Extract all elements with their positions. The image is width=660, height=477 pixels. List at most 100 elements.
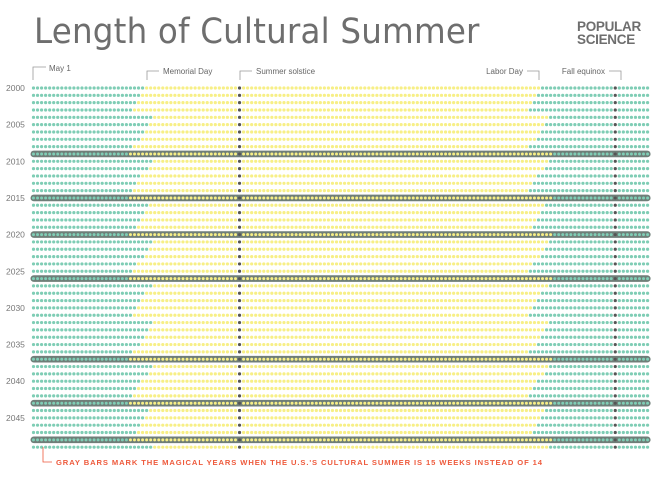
day-dot (565, 167, 569, 171)
day-dot (589, 115, 593, 119)
day-dot (44, 284, 48, 288)
day-dot (104, 101, 108, 105)
summer-day-dot (460, 262, 464, 266)
day-dot (601, 277, 605, 281)
summer-day-dot (132, 108, 137, 112)
summer-day-dot (395, 159, 399, 163)
summer-day-dot (338, 211, 343, 215)
summer-day-dot (201, 291, 205, 295)
summer-day-dot (221, 211, 225, 215)
day-dot (149, 320, 153, 325)
day-dot (76, 196, 80, 200)
day-dot (593, 130, 597, 134)
summer-day-dot (468, 306, 472, 310)
day-dot (544, 298, 549, 303)
summer-day-dot (508, 181, 512, 185)
summer-day-dot (310, 247, 314, 251)
day-dot (108, 269, 112, 273)
day-dot (108, 145, 112, 149)
day-dot (116, 108, 120, 112)
summer-day-dot (149, 86, 153, 90)
summer-day-dot (246, 298, 250, 303)
summer-day-dot (217, 167, 221, 171)
summer-day-dot (314, 211, 318, 215)
day-dot (44, 108, 48, 112)
summer-day-dot (415, 101, 419, 105)
summer-day-dot (209, 196, 213, 200)
day-dot (80, 218, 84, 222)
summer-day-dot (229, 320, 234, 325)
summer-day-dot (532, 240, 537, 244)
summer-day-dot (310, 101, 314, 105)
summer-day-dot (221, 203, 225, 207)
day-dot (589, 211, 593, 215)
day-dot (35, 101, 40, 105)
summer-day-dot (270, 291, 274, 295)
day-dot (108, 306, 112, 310)
day-dot (549, 189, 553, 193)
day-dot (39, 189, 44, 193)
day-dot (645, 130, 650, 134)
day-dot (585, 130, 589, 134)
day-dot (589, 291, 593, 295)
summer-day-dot (330, 254, 335, 259)
summer-day-dot (217, 284, 221, 288)
summer-day-dot (375, 167, 379, 171)
day-dot (601, 189, 605, 193)
summer-day-dot (149, 203, 153, 207)
summer-day-dot (452, 130, 456, 134)
summer-day-dot (165, 225, 169, 229)
summer-day-dot (326, 181, 331, 185)
summer-day-dot (237, 115, 242, 119)
day-dot (573, 145, 577, 149)
day-dot (124, 203, 129, 207)
day-dot (44, 277, 48, 281)
summer-day-dot (431, 159, 436, 163)
summer-day-dot (278, 159, 282, 163)
summer-day-dot (326, 108, 331, 112)
day-dot (638, 196, 641, 200)
day-dot (565, 86, 569, 90)
summer-day-dot (415, 203, 419, 207)
summer-day-dot (233, 225, 238, 229)
summer-day-dot (141, 152, 145, 156)
summer-day-dot (342, 159, 347, 163)
day-dot (605, 211, 609, 215)
summer-day-dot (492, 152, 496, 156)
day-dot (116, 284, 120, 288)
day-dot (100, 262, 104, 266)
summer-day-dot (375, 262, 379, 266)
summer-day-dot (403, 86, 407, 90)
day-dot (108, 203, 112, 207)
summer-day-dot (237, 298, 242, 303)
summer-day-dot (213, 115, 217, 119)
day-dot (84, 167, 88, 171)
day-dot (104, 181, 108, 185)
summer-day-dot (371, 211, 375, 215)
summer-day-dot (153, 145, 157, 149)
day-dot (96, 254, 100, 259)
day-dot (56, 218, 60, 222)
day-dot (84, 115, 88, 119)
summer-day-dot (387, 284, 391, 288)
day-dot (128, 240, 133, 244)
summer-day-dot (161, 320, 165, 325)
day-dot (621, 86, 625, 90)
summer-day-dot (185, 101, 189, 105)
summer-day-dot (508, 240, 512, 244)
day-dot (64, 145, 68, 149)
summer-day-dot (407, 181, 411, 185)
summer-day-dot (435, 240, 440, 244)
day-dot (35, 298, 40, 303)
day-dot (549, 211, 553, 215)
summer-day-dot (157, 298, 161, 303)
summer-day-dot (516, 93, 520, 97)
summer-day-dot (302, 130, 306, 134)
summer-day-dot (229, 269, 234, 273)
day-dot (88, 167, 92, 171)
summer-day-dot (476, 269, 480, 273)
summer-day-dot (419, 298, 423, 303)
day-dot (124, 174, 129, 178)
summer-day-dot (145, 218, 149, 222)
day-dot (92, 225, 96, 229)
